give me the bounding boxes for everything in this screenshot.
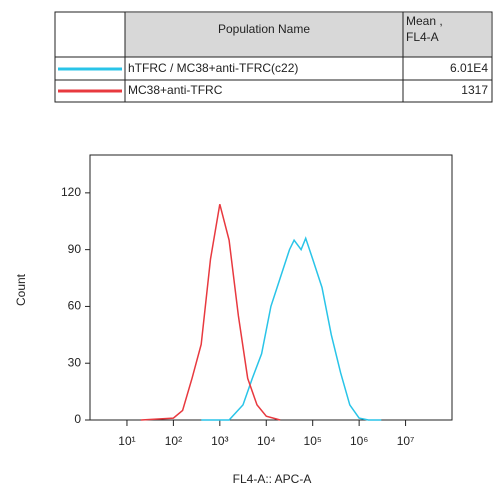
x-axis-label: FL4-A:: APC-A	[233, 472, 312, 486]
row-mean: 1317	[461, 83, 488, 97]
row-name: hTFRC / MC38+anti-TFRC(c22)	[128, 61, 298, 75]
x-tick-label: 10²	[165, 434, 182, 448]
y-tick-label: 0	[74, 412, 81, 426]
y-tick-label: 60	[68, 299, 82, 313]
y-tick-label: 90	[68, 242, 82, 256]
plot-frame	[89, 154, 453, 421]
row-mean: 6.01E4	[450, 61, 488, 75]
header-cell	[403, 13, 491, 57]
y-tick-label: 120	[61, 185, 81, 199]
y-axis-label: Count	[14, 273, 28, 306]
header-mean: Mean , FL4-A	[406, 14, 443, 44]
series-line	[140, 204, 281, 421]
x-tick-label: 10³	[211, 434, 228, 448]
legend-table: Population Name Mean , FL4-A hTFRC / MC38…	[54, 11, 493, 103]
x-tick-label: 10⁴	[257, 434, 276, 448]
header-name: Population Name	[218, 22, 310, 36]
x-tick-label: 10¹	[118, 434, 135, 448]
x-tick-label: 10⁵	[304, 434, 322, 448]
header-cell	[125, 13, 403, 57]
x-tick-label: 10⁶	[350, 434, 368, 448]
series-line	[201, 236, 382, 421]
x-tick-label: 10⁷	[397, 434, 415, 448]
row-name: MC38+anti-TFRC	[128, 83, 223, 97]
y-tick-label: 30	[68, 355, 82, 369]
